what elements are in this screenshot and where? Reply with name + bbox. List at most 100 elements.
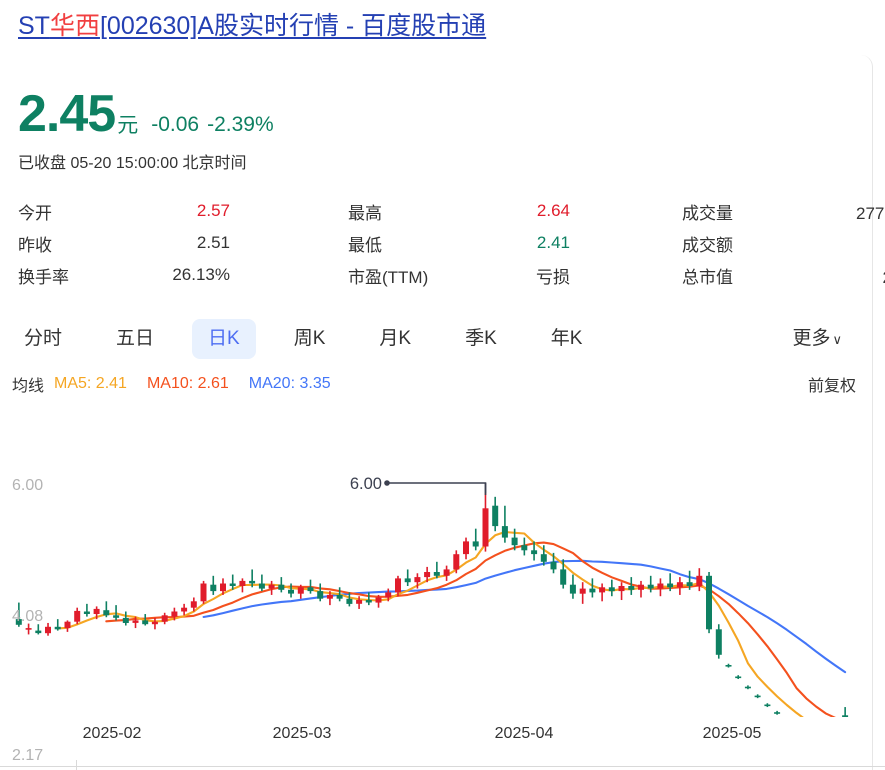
- ma5-line: [56, 530, 804, 717]
- stat-value: 2.64: [536, 201, 570, 220]
- tab-年K[interactable]: 年K: [550, 328, 583, 349]
- candle: [74, 607, 81, 625]
- candle: [190, 597, 197, 612]
- tab-五日[interactable]: 五日: [116, 328, 155, 349]
- tab-日K[interactable]: 日K: [192, 319, 256, 359]
- candle: [249, 569, 256, 588]
- price-block: 2.45 元 -0.06 -2.39%: [18, 88, 282, 140]
- stat-row: 成交额7.03亿: [682, 227, 885, 259]
- candle: [618, 582, 625, 601]
- candle: [647, 575, 654, 593]
- candle: [326, 591, 333, 606]
- candle: [288, 583, 294, 598]
- candle: [540, 545, 547, 566]
- candle: [404, 569, 411, 587]
- candle: [64, 620, 71, 632]
- ma20-line: [202, 559, 847, 674]
- price-unit: 元: [117, 114, 139, 137]
- candle: [735, 675, 742, 680]
- candle: [171, 607, 178, 621]
- stat-label: 总市值: [682, 267, 733, 287]
- candle: [132, 616, 139, 629]
- stat-row: 换手率 26.13%: [18, 259, 230, 291]
- candle: [229, 574, 236, 590]
- candle: [35, 624, 42, 635]
- stat-label: 昨收: [18, 235, 52, 255]
- high-annotation-label: 6.00: [350, 475, 382, 493]
- candle: [511, 528, 518, 551]
- stats-column-2: 最高 2.64 最低 2.41 市盈(TTM) 亏损: [230, 195, 570, 291]
- tab-周K[interactable]: 周K: [293, 328, 326, 349]
- candle: [307, 579, 314, 594]
- tab-分时[interactable]: 分时: [24, 328, 63, 349]
- candle: [45, 622, 51, 636]
- candle: [443, 565, 450, 581]
- candle: [676, 577, 683, 595]
- ma20-value: MA20: 3.35: [248, 375, 331, 392]
- y-tick-label-top: 6.00: [12, 477, 44, 494]
- last-price: 2.45: [18, 85, 116, 143]
- candle: [375, 594, 382, 608]
- candle: [628, 577, 635, 595]
- candle: [83, 603, 90, 617]
- price-change-abs: -0.06: [151, 113, 200, 136]
- adjust-toggle[interactable]: 前复权: [807, 378, 856, 395]
- candle: [599, 583, 606, 602]
- x-tick-label: 2025-03: [272, 725, 332, 742]
- candle: [25, 623, 32, 635]
- tab-季K[interactable]: 季K: [465, 328, 497, 349]
- stat-label: 换手率: [18, 267, 69, 287]
- x-tick-label: 2025-02: [82, 725, 142, 742]
- stat-row: 市盈(TTM) 亏损: [348, 259, 570, 291]
- candle: [181, 603, 188, 616]
- candle: [608, 579, 615, 597]
- candle: [501, 505, 508, 543]
- x-tick-label: 2025-04: [494, 725, 554, 742]
- candle: [424, 566, 431, 583]
- chart-svg: 6.002.17: [15, 475, 849, 717]
- stat-row: 今开 2.57: [18, 195, 230, 227]
- quote-card: 2.45 元 -0.06 -2.39% 已收盘 05-20 15:00:00 北京…: [0, 55, 885, 770]
- candle: [706, 571, 712, 634]
- bottom-tick: [76, 760, 77, 770]
- stat-label: 今开: [18, 203, 52, 223]
- candle: [725, 663, 732, 668]
- candlestick-chart[interactable]: 6.002.17: [0, 407, 872, 717]
- stat-value: 26.13%: [172, 265, 230, 284]
- candle: [385, 588, 392, 602]
- candle: [589, 578, 596, 598]
- candle: [531, 541, 538, 561]
- candle: [715, 624, 722, 659]
- candle: [550, 552, 557, 574]
- candle: [686, 570, 693, 590]
- x-axis: 2025-02 2025-03 2025-04 2025-05: [0, 717, 872, 757]
- candle: [113, 605, 120, 621]
- candle: [774, 710, 781, 715]
- candle: [278, 577, 285, 593]
- candle: [142, 614, 149, 626]
- stats-column-1: 今开 2.57 昨收 2.51 换手率 26.13%: [18, 195, 230, 291]
- candle: [492, 496, 499, 532]
- candle: [453, 550, 460, 574]
- candle: [200, 580, 207, 604]
- candle: [463, 537, 469, 560]
- ma-legend: 均线 MA5: 2.41 MA10: 2.61 MA20: 3.35 前复权: [12, 370, 860, 398]
- market-status: 已收盘 05-20 15:00:00 北京时间: [18, 155, 247, 172]
- page-title-link[interactable]: ST华西[002630]A股实时行情 - 百度股市通: [18, 8, 486, 44]
- more-periods-button[interactable]: 更多 ∨: [776, 319, 858, 359]
- y-tick-label-bottom: 2.17: [12, 747, 44, 764]
- ma5-value: MA5: 2.41: [54, 375, 127, 392]
- stat-value: 2.57: [196, 201, 230, 220]
- candle: [161, 612, 168, 625]
- candle: [395, 575, 401, 597]
- candle: [356, 596, 363, 609]
- candle: [15, 602, 22, 627]
- stat-value: 277.89万手: [856, 203, 885, 223]
- stat-row: 最高 2.64: [348, 195, 570, 227]
- stat-label: 成交额: [682, 235, 733, 255]
- tab-月K[interactable]: 月K: [379, 328, 412, 349]
- ma-legend-label: 均线: [12, 378, 45, 395]
- stat-value: 亏损: [536, 267, 570, 287]
- chart-period-tabs: 分时 五日 日K 周K 月K 季K 年K 更多 ∨: [8, 313, 868, 365]
